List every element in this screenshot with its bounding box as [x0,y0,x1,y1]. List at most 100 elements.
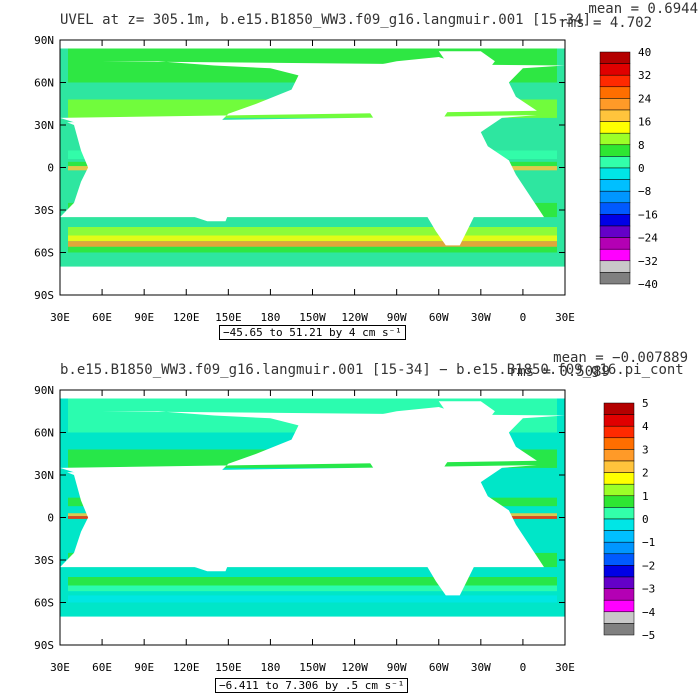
colorbar-label: 3 [642,443,649,456]
colorbar-swatch [603,402,635,415]
lon-tick-label: 30E [50,661,70,674]
bottom-panel-title: b.e15.B1850_WW3.f09_g16.langmuir.001 [15… [60,362,684,378]
colorbar-swatch [603,437,635,450]
land-australia [175,534,232,572]
lat-tick-label: 60N [34,427,54,440]
lon-tick-label: 90W [387,661,407,674]
colorbar-swatch [599,272,631,285]
colorbar-swatch [603,530,635,543]
lat-tick-label: 60S [34,247,54,260]
lon-tick-label: 30E [555,661,575,674]
colorbar-label: −5 [642,629,655,642]
colorbar-label: 4 [642,420,649,433]
lon-tick-label: 150W [299,661,326,674]
colorbar-swatch [599,144,631,157]
lon-tick-label: 180 [260,661,280,674]
colorbar-label: −1 [642,536,655,549]
colorbar-swatch [599,202,631,215]
zonal-band [68,595,557,603]
lat-tick-label: 0 [47,512,54,525]
zonal-band [68,241,557,247]
colorbar-label: −2 [642,559,655,572]
land-eurasia [60,61,565,165]
lon-tick-label: 150E [215,311,242,324]
colorbar-swatch [599,237,631,250]
land-antarctica [60,266,565,295]
colorbar-swatch [603,623,635,636]
colorbar-swatch [599,86,631,99]
lon-tick-label: 60E [92,661,112,674]
lon-tick-label: 90W [387,311,407,324]
colorbar-label: 1 [642,490,649,503]
lon-tick-label: 30W [471,661,491,674]
colorbar-label: 0 [642,513,649,526]
colorbar-swatch [599,156,631,169]
colorbar-swatch [599,190,631,204]
colorbar-swatch [603,553,635,566]
colorbar-swatch [603,414,635,427]
colorbar-swatch [603,576,635,589]
colorbar-swatch [603,599,635,613]
zonal-band [68,585,557,592]
zonal-band [68,227,557,236]
lat-tick-label: 90S [34,639,54,652]
colorbar-swatch [603,472,635,485]
lon-tick-label: 0 [520,311,527,324]
colorbar-label: −4 [642,606,656,619]
colorbar-swatch [603,483,635,497]
colorbar-swatch [603,507,635,520]
colorbar-label: 8 [638,139,645,152]
lat-tick-label: 30N [34,469,54,482]
lat-tick-label: 90N [34,34,54,47]
zonal-band [68,246,557,253]
colorbar-label: 0 [638,162,645,175]
lon-tick-label: 120W [341,661,368,674]
lat-tick-label: 60S [34,597,54,610]
zonal-band [68,577,557,586]
lon-tick-label: 30E [50,311,70,324]
lat-tick-label: 30N [34,119,54,132]
lat-tick-label: 60N [34,77,54,90]
lat-tick-label: 0 [47,162,54,175]
bottom-panel-mean: mean = −0.007889 [553,350,688,366]
colorbar-swatch [599,179,631,192]
colorbar-swatch [599,74,631,88]
top-panel-rms: rms = 4.702 [559,15,652,31]
lon-tick-label: 180 [260,311,280,324]
lon-tick-label: 30E [555,311,575,324]
colorbar-swatch [603,611,635,624]
lon-tick-label: 150W [299,311,326,324]
colorbar-label: 5 [642,397,649,410]
colorbar-swatch [599,214,631,227]
colorbar-label: −3 [642,583,655,596]
lon-tick-label: 90E [134,311,154,324]
land-greenland [438,51,495,80]
land-antarctica [60,616,565,645]
colorbar-swatch [603,495,635,508]
colorbar-swatch [603,460,635,473]
land-australia [175,184,232,222]
top-panel-mean: mean = 0.6944 [588,1,698,17]
lon-tick-label: 30W [471,311,491,324]
land-eurasia [60,411,565,515]
colorbar-swatch [603,565,635,578]
colorbar-swatch [599,248,631,262]
colorbar-swatch [599,167,631,180]
lon-tick-label: 150E [215,661,242,674]
colorbar-swatch [599,225,631,238]
lon-tick-label: 120E [173,661,200,674]
colorbar-label: 24 [638,92,652,105]
colorbar-label: −8 [638,185,651,198]
bottom-panel-range-label: −6.411 to 7.306 by .5 cm s⁻¹ [215,678,409,693]
land-greenland [438,401,495,430]
colorbar-label: 40 [638,46,651,59]
lon-tick-label: 60W [429,311,449,324]
colorbar-swatch [599,132,631,146]
colorbar-swatch [599,98,631,111]
lat-tick-label: 30S [34,554,54,567]
colorbar-swatch [599,109,631,122]
colorbar-swatch [603,588,635,601]
lon-tick-label: 0 [520,661,527,674]
bottom-panel-rms: rms = 0.5089 [508,364,610,380]
colorbar-label: 2 [642,467,649,480]
